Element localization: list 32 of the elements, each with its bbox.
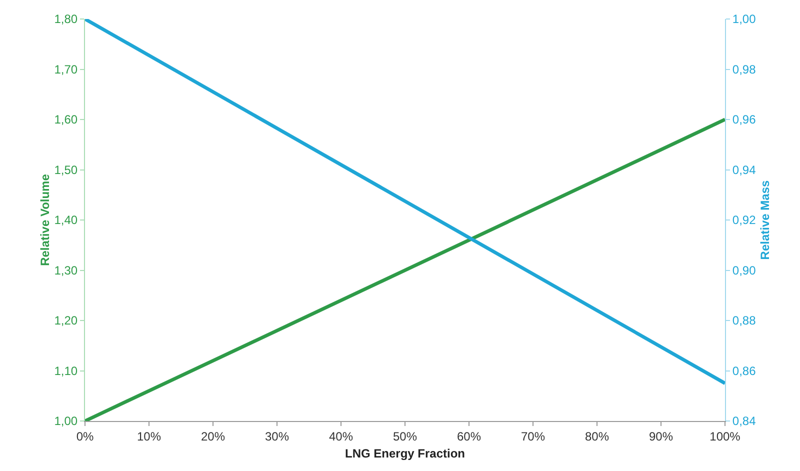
- x-tick-label: 50%: [392, 429, 418, 444]
- y2-tick-label: 1,00: [732, 12, 756, 26]
- x-tick-label: 100%: [710, 429, 741, 444]
- x-tick-label: 10%: [136, 429, 162, 444]
- x-tick-label: 40%: [328, 429, 354, 444]
- y2-tick-label: 0,98: [732, 62, 756, 76]
- x-tick-label: 20%: [200, 429, 226, 444]
- x-tick-label: 30%: [264, 429, 290, 444]
- y-tick-label: 1,70: [54, 62, 78, 76]
- x-axis-title: LNG Energy Fraction: [344, 446, 466, 460]
- y-tick-label: 1,50: [54, 162, 78, 177]
- y-axis-title: Relative Volume: [38, 174, 52, 266]
- y-tick-label: 1,60: [54, 112, 78, 127]
- y2-tick-label: 0,92: [732, 213, 756, 228]
- y-tick-label: 1,80: [54, 12, 78, 26]
- y2-tick-label: 0,84: [732, 414, 756, 428]
- y2-axis-title: Relative Mass: [758, 180, 772, 260]
- y-tick-label: 1,20: [54, 314, 78, 328]
- y-tick-label: 1,10: [54, 364, 78, 378]
- y-tick-label: 1,00: [54, 414, 78, 428]
- x-tick-label: 0%: [76, 429, 94, 444]
- y2-tick-label: 0,86: [732, 364, 756, 378]
- y2-tick-label: 0,90: [732, 263, 756, 278]
- y2-tick-label: 0,88: [732, 314, 756, 328]
- y2-tick-label: 0,96: [732, 112, 756, 127]
- x-tick-label: 90%: [648, 429, 674, 444]
- y-tick-label: 1,30: [54, 263, 78, 278]
- x-tick-label: 60%: [456, 429, 482, 444]
- y-tick-label: 1,40: [54, 213, 78, 228]
- x-tick-label: 80%: [584, 429, 610, 444]
- x-tick-label: 70%: [520, 429, 546, 444]
- y2-tick-label: 0,94: [732, 162, 756, 177]
